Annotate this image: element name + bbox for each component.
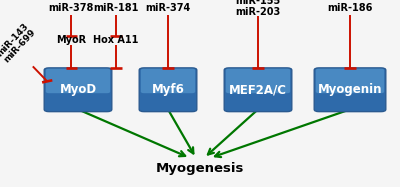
Text: miR-181: miR-181 xyxy=(93,3,139,13)
Text: Hox A11: Hox A11 xyxy=(93,35,139,45)
FancyBboxPatch shape xyxy=(44,68,112,112)
FancyBboxPatch shape xyxy=(224,68,292,112)
Text: miR-155
miR-203: miR-155 miR-203 xyxy=(235,0,281,17)
Text: miR-374: miR-374 xyxy=(145,3,191,13)
Text: Myogenesis: Myogenesis xyxy=(156,162,244,175)
Text: MyoR: MyoR xyxy=(56,35,86,45)
FancyBboxPatch shape xyxy=(141,69,195,93)
Text: MyoD: MyoD xyxy=(60,83,96,96)
Text: miR-143
miR-699: miR-143 miR-699 xyxy=(0,21,37,65)
Text: Myogenin: Myogenin xyxy=(318,83,382,96)
FancyBboxPatch shape xyxy=(316,69,384,93)
Text: miR-186: miR-186 xyxy=(327,3,373,13)
FancyBboxPatch shape xyxy=(226,69,290,93)
Text: miR-378: miR-378 xyxy=(48,3,94,13)
FancyBboxPatch shape xyxy=(314,68,386,112)
FancyBboxPatch shape xyxy=(46,69,110,93)
Text: Myf6: Myf6 xyxy=(152,83,184,96)
Text: MEF2A/C: MEF2A/C xyxy=(229,83,287,96)
FancyBboxPatch shape xyxy=(139,68,197,112)
